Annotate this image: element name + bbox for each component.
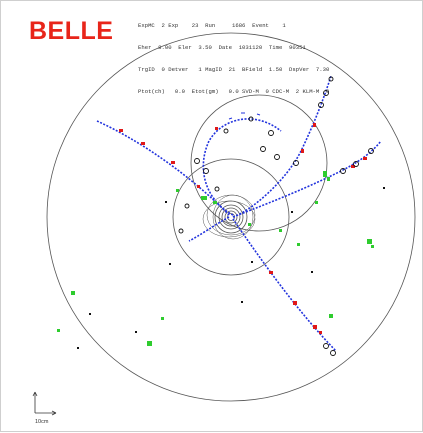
- inner-track-circle: [190, 94, 328, 232]
- noise-hits: [77, 187, 385, 349]
- outer-detector-boundary: [46, 32, 416, 402]
- muon-hits: [178, 76, 374, 356]
- header-line: ExpMC 2 Exp 23 Run 1686 Event 1: [138, 21, 286, 29]
- scale-axes: [32, 391, 57, 416]
- vertex-ring-1: [214, 200, 248, 234]
- header-line: Eher 8.00 Eler 3.50 Date 1031120 Time 90…: [138, 44, 306, 52]
- ecl-clusters: [57, 171, 374, 346]
- track-right: [232, 140, 382, 218]
- detector-outlines: [46, 32, 416, 402]
- event-header: ExpMC 2 Exp 23 Run 1686 Event 1 Eher 8.0…: [138, 7, 329, 111]
- header-line: Ptot(ch) 0.0 Etot(gm) 0.0 SVD-M 0 CDC-M …: [138, 88, 330, 96]
- belle-logo: BELLE: [29, 17, 114, 45]
- header-line: TrgID 0 Detver 1 MagID 21 BField 1.50 Ds…: [138, 66, 330, 74]
- vertex-ring-3: [221, 207, 241, 227]
- red-hits: [119, 123, 367, 334]
- svd-hits: [228, 112, 261, 120]
- track-upper-right-arc: [232, 75, 332, 218]
- track-left-stub: [188, 216, 230, 242]
- svd-layers: [202, 194, 256, 240]
- track-lower-right: [232, 218, 337, 352]
- scale-label: 10cm: [35, 419, 49, 425]
- vertex-ring-4: [224, 210, 238, 224]
- vertex-ring-2: [218, 204, 244, 230]
- track-upper-left: [96, 120, 230, 216]
- track-loop: [202, 118, 282, 216]
- drift-chamber-boundary: [172, 158, 290, 276]
